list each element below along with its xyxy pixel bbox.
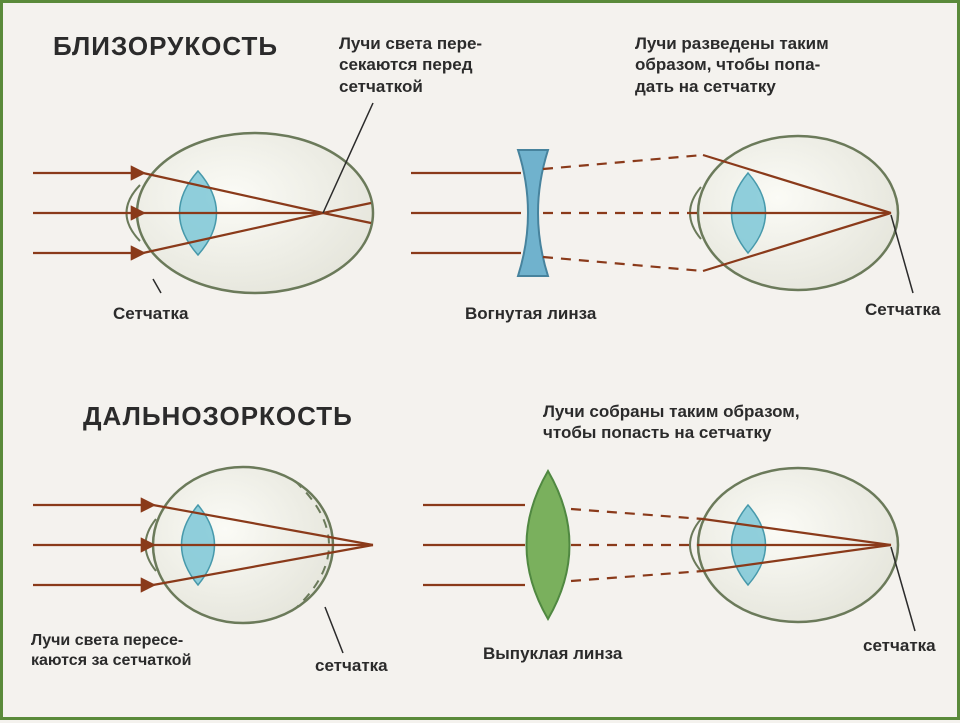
label-myopia-retina-left: Сетчатка xyxy=(113,303,188,324)
myopia-left-retina-leader xyxy=(153,279,161,293)
label-myopia-right-desc: Лучи разведены таким образом, чтобы попа… xyxy=(635,33,829,97)
diagram-canvas xyxy=(3,3,960,723)
label-concave-lens: Вогнутая линза xyxy=(465,303,596,324)
title-hyperopia: ДАЛЬНОЗОРКОСТЬ xyxy=(83,401,353,432)
label-hyperopia-retina-right: сетчатка xyxy=(863,635,936,656)
hyperopia-left-retina-leader xyxy=(325,607,343,653)
label-hyperopia-right-desc: Лучи собраны таким образом, чтобы попаст… xyxy=(543,401,800,444)
title-myopia: БЛИЗОРУКОСТЬ xyxy=(53,31,278,62)
label-myopia-retina-right: Сетчатка xyxy=(865,299,940,320)
myopia-right-retina-leader xyxy=(891,215,913,293)
label-hyperopia-retina-left: сетчатка xyxy=(315,655,388,676)
convex-lens xyxy=(527,471,570,619)
label-convex-lens: Выпуклая линза xyxy=(483,643,622,664)
hyperopia-right-retina-leader xyxy=(891,547,915,631)
label-myopia-left-desc: Лучи света пере- секаются перед сетчатко… xyxy=(339,33,482,97)
label-hyperopia-left-desc: Лучи света пересе- каются за сетчаткой xyxy=(31,631,191,671)
